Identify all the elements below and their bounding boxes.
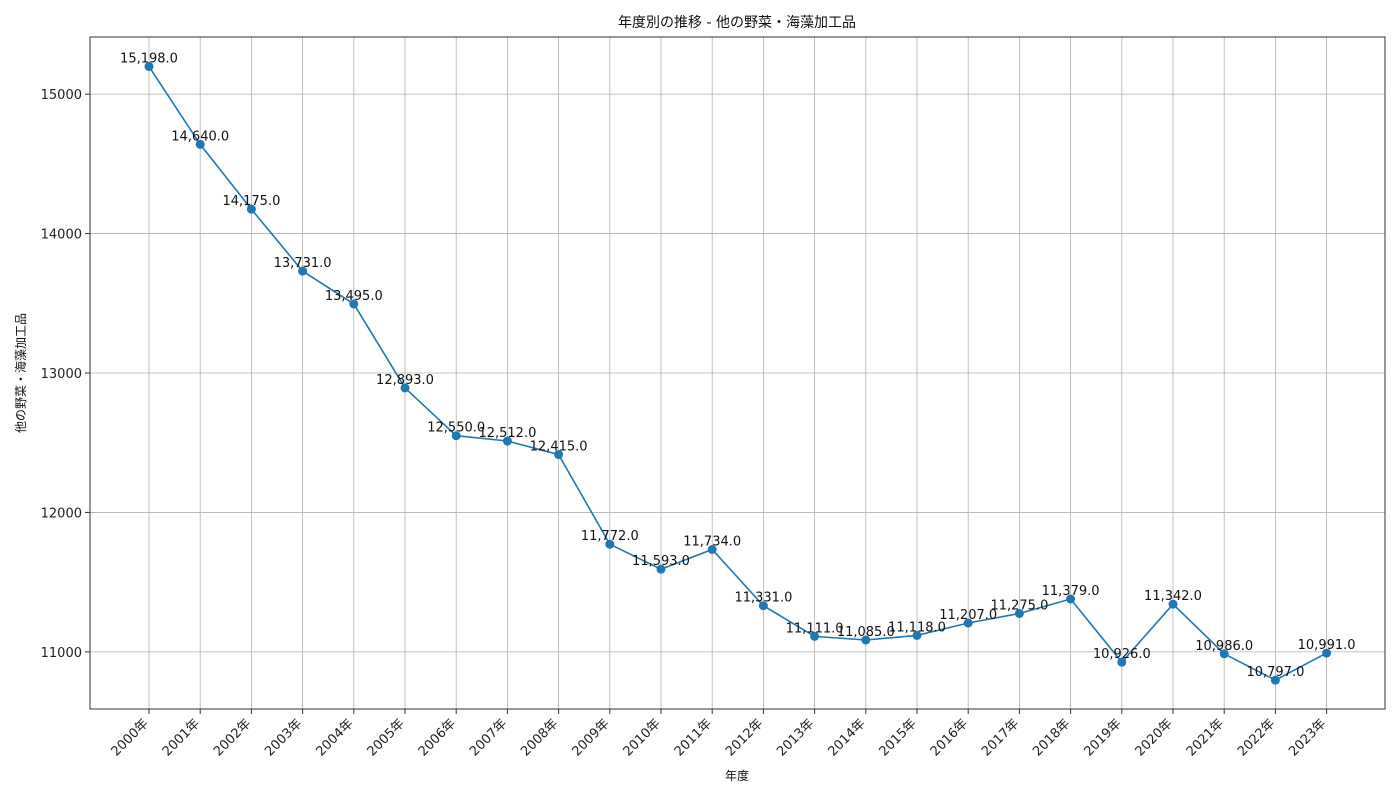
x-tick-label: 2020年 [1133, 716, 1176, 759]
y-tick-label: 11000 [41, 646, 82, 661]
data-label: 11,118.0 [888, 620, 946, 635]
y-tick-label: 12000 [41, 506, 82, 521]
x-tick-label: 2009年 [569, 716, 612, 759]
data-label: 10,986.0 [1195, 639, 1253, 654]
data-label: 11,379.0 [1042, 584, 1100, 599]
y-tick-label: 14000 [41, 228, 82, 243]
x-tick-label: 2007年 [467, 716, 510, 759]
data-label: 11,275.0 [990, 598, 1048, 613]
data-label: 13,495.0 [325, 289, 383, 304]
data-point [861, 635, 871, 645]
data-label: 12,512.0 [478, 426, 536, 441]
data-point [912, 630, 922, 640]
x-tick-label: 2023年 [1286, 716, 1329, 759]
x-tick-label: 2016年 [928, 716, 971, 759]
x-tick-label: 2013年 [774, 716, 817, 759]
data-point [298, 266, 308, 276]
x-tick-label: 2022年 [1235, 716, 1278, 759]
data-point [195, 139, 205, 149]
data-point [246, 204, 256, 214]
data-point [707, 545, 717, 555]
data-point [451, 431, 461, 441]
x-tick-label: 2015年 [877, 716, 920, 759]
data-point [963, 618, 973, 628]
data-label: 12,893.0 [376, 373, 434, 388]
data-label: 11,734.0 [683, 535, 741, 550]
data-label: 12,550.0 [427, 421, 485, 436]
x-tick-label: 2001年 [160, 716, 203, 759]
y-axis-label: 他の野菜・海藻加工品 [13, 313, 28, 433]
grid-lines [90, 37, 1385, 709]
x-tick-label: 2006年 [416, 716, 459, 759]
x-tick-label: 2004年 [313, 716, 356, 759]
x-tick-label: 2005年 [365, 716, 408, 759]
y-axis: 11000 12000 13000 14000 15000 [41, 88, 90, 661]
data-label: 10,797.0 [1246, 665, 1304, 680]
data-point [144, 62, 154, 72]
data-label: 14,175.0 [222, 194, 280, 209]
data-point [554, 450, 564, 460]
x-axis: 2000年 2001年 2002年 2003年 2004年 2005年 2006年 2007年… [109, 709, 1329, 759]
x-tick-label: 2010年 [621, 716, 664, 759]
data-label: 10,926.0 [1093, 647, 1151, 662]
x-tick-label: 2011年 [672, 716, 715, 759]
data-label: 13,731.0 [274, 256, 332, 271]
data-label: 11,085.0 [837, 625, 895, 640]
data-point [1219, 649, 1229, 659]
data-label: 11,207.0 [939, 608, 997, 623]
x-tick-label: 2014年 [825, 716, 868, 759]
data-point [349, 299, 359, 309]
x-tick-label: 2002年 [211, 716, 254, 759]
x-axis-label: 年度 [725, 768, 749, 783]
data-points [144, 62, 1332, 685]
chart-title: 年度別の推移 - 他の野菜・海藻加工品 [618, 15, 856, 31]
x-tick-label: 2000年 [109, 716, 152, 759]
data-point [810, 631, 820, 641]
data-point [1014, 608, 1024, 618]
x-tick-label: 2012年 [723, 716, 766, 759]
data-point [1066, 594, 1076, 604]
data-label: 11,331.0 [734, 591, 792, 606]
data-point [605, 539, 615, 549]
data-point [1322, 648, 1332, 658]
data-label: 15,198.0 [120, 52, 178, 67]
data-point [656, 564, 666, 574]
x-tick-label: 2021年 [1184, 716, 1227, 759]
data-point [502, 436, 512, 446]
data-label: 11,593.0 [632, 554, 690, 569]
data-point [400, 383, 410, 393]
x-tick-label: 2018年 [1030, 716, 1073, 759]
x-tick-label: 2017年 [979, 716, 1022, 759]
series-line [148, 66, 1327, 682]
y-tick-label: 13000 [41, 367, 82, 382]
data-label: 10,991.0 [1298, 638, 1356, 653]
data-point [1168, 599, 1178, 609]
x-tick-label: 2019年 [1081, 716, 1124, 759]
data-label: 11,772.0 [581, 529, 639, 544]
data-label: 11,111.0 [786, 621, 844, 636]
data-point [1117, 657, 1127, 667]
x-tick-label: 2003年 [262, 716, 305, 759]
x-tick-label: 2008年 [518, 716, 561, 759]
data-label: 12,415.0 [530, 440, 588, 455]
data-label: 11,342.0 [1144, 589, 1202, 604]
data-labels: 15,198.0 14,640.0 14,175.0 13,731.0 13,495.0… [120, 52, 1355, 681]
data-point [1270, 675, 1280, 685]
y-tick-label: 15000 [41, 88, 82, 103]
data-point [758, 601, 768, 611]
data-label: 14,640.0 [171, 129, 229, 144]
